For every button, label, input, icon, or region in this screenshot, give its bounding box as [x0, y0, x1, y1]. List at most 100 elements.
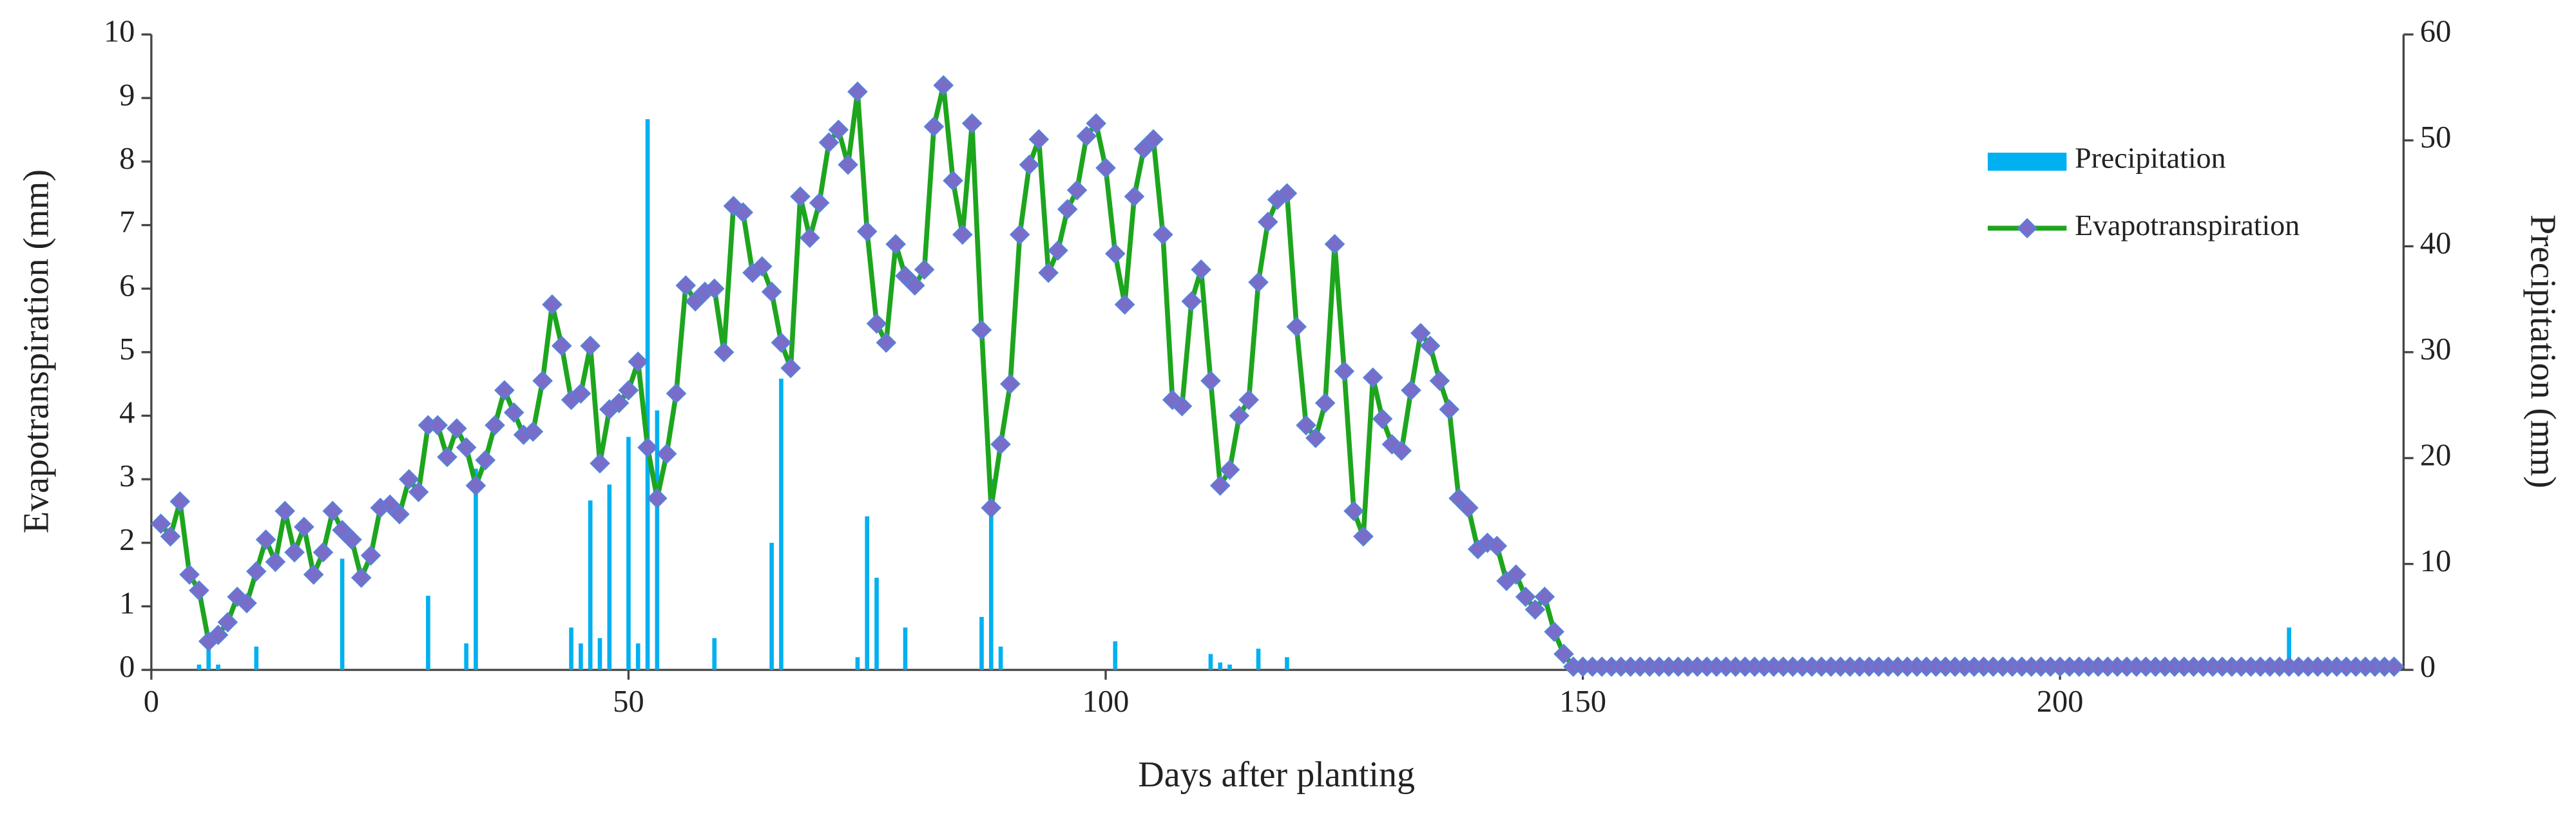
et-marker — [1048, 240, 1068, 261]
et-marker — [1114, 294, 1135, 315]
et-marker — [485, 415, 505, 436]
et-marker — [1124, 186, 1145, 207]
y-tick-label: 7 — [119, 205, 135, 240]
et-marker — [1057, 199, 1078, 220]
et-marker — [923, 116, 945, 137]
et-marker — [780, 357, 802, 379]
et-marker — [1009, 224, 1030, 245]
et-marker — [284, 542, 305, 563]
precipitation-bar — [1227, 664, 1232, 670]
et-marker — [398, 469, 419, 489]
et-marker — [1401, 380, 1421, 401]
precipitation-bar — [988, 479, 994, 670]
et-marker — [1353, 526, 1374, 547]
precipitation-bar — [607, 484, 612, 670]
et-marker — [2383, 656, 2405, 678]
precipitation-bar — [865, 516, 870, 670]
precipitation-bar — [2287, 627, 2291, 670]
et-marker — [675, 275, 697, 296]
et-marker — [904, 275, 925, 296]
et-marker — [1410, 323, 1431, 344]
et-marker — [1076, 126, 1097, 147]
y2-tick-label: 60 — [2420, 15, 2451, 49]
et-marker — [389, 504, 410, 525]
y2-tick-label: 0 — [2420, 650, 2436, 684]
et-marker — [207, 625, 229, 645]
y2-tick-label: 10 — [2420, 544, 2451, 578]
et-marker — [876, 332, 897, 353]
et-marker — [828, 119, 849, 140]
et-marker — [628, 351, 649, 372]
et-marker — [1362, 367, 1383, 388]
precipitation-bar — [1285, 657, 1289, 670]
et-marker — [1553, 643, 1574, 665]
et-marker — [751, 256, 773, 277]
et-marker — [608, 392, 630, 413]
precipitation-bar — [655, 410, 660, 670]
et-marker — [1486, 535, 1508, 556]
precipitation-bar — [340, 558, 345, 670]
y-tick-label: 10 — [104, 15, 135, 49]
precipitation-bar — [197, 664, 202, 670]
et-marker — [981, 497, 1002, 518]
et-marker — [217, 612, 238, 632]
et-marker — [1105, 243, 1126, 264]
precipitation-bar — [903, 627, 908, 670]
x-tick-label: 50 — [613, 685, 644, 719]
et-marker — [1419, 336, 1441, 356]
legend-marker — [2017, 218, 2038, 239]
precipitation-bar — [474, 468, 478, 670]
et-marker — [952, 224, 973, 245]
et-marker — [427, 415, 448, 436]
precipitation-bar — [254, 646, 259, 670]
y-tick-label: 3 — [119, 459, 135, 493]
y-axis-label: Evapotranspiration (mm) — [16, 169, 56, 533]
et-marker — [656, 443, 677, 464]
et-marker — [294, 517, 314, 537]
y2-tick-label: 20 — [2420, 438, 2451, 472]
precipitation-bar — [426, 596, 430, 670]
et-marker — [408, 482, 429, 502]
et-marker — [818, 132, 840, 153]
et-marker — [303, 564, 324, 585]
et-marker — [1209, 475, 1231, 496]
et-marker — [322, 500, 343, 522]
et-marker — [570, 383, 591, 404]
et-marker — [1219, 459, 1240, 480]
et-marker — [1200, 370, 1221, 392]
precipitation-bar — [645, 119, 650, 670]
precipitation-bar — [1218, 662, 1223, 670]
et-marker — [475, 450, 496, 471]
et-marker — [943, 170, 963, 191]
precipitation-bar — [579, 643, 583, 670]
y2-tick-label: 30 — [2420, 332, 2451, 366]
et-marker — [1372, 408, 1393, 430]
et-marker — [236, 593, 257, 614]
et-marker — [1544, 621, 1564, 642]
et-marker — [1191, 259, 1211, 280]
et-marker — [169, 491, 191, 512]
et-line — [159, 82, 2394, 670]
et-marker — [618, 380, 639, 401]
et-marker — [1171, 395, 1193, 417]
et-marker — [255, 529, 276, 550]
y-tick-label: 8 — [119, 142, 135, 176]
et-marker — [360, 545, 381, 566]
et-marker — [800, 227, 820, 249]
y2-tick-label: 50 — [2420, 120, 2451, 155]
et-marker — [847, 81, 868, 102]
et-marker — [1458, 497, 1479, 518]
y-tick-label: 1 — [119, 587, 135, 621]
precipitation-bar — [569, 627, 573, 670]
precipitation-bar — [979, 616, 984, 670]
et-marker — [866, 313, 887, 334]
precipitation-bar — [588, 500, 593, 670]
et-marker — [179, 564, 200, 585]
et-marker — [447, 418, 467, 439]
et-marker — [1257, 211, 1278, 232]
et-marker — [1095, 157, 1116, 178]
et-marker — [503, 402, 524, 423]
et-marker — [1143, 129, 1164, 150]
et-marker — [1038, 262, 1059, 283]
